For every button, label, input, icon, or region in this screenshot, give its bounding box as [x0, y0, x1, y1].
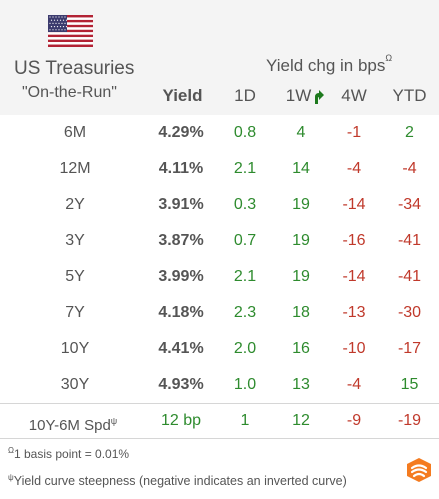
column-header-1w[interactable]: 1W	[281, 86, 329, 106]
change-4w-cell: -4	[346, 376, 362, 393]
spread-4w: -9	[346, 412, 362, 429]
table-row: 10Y 4.41% 2.0 16 -10 -17	[0, 331, 439, 367]
change-4w-cell: -4	[346, 160, 362, 177]
change-1d-cell: 1.0	[233, 376, 257, 393]
brand-logo-icon[interactable]	[406, 457, 432, 483]
omega-footnote-mark: Ω	[385, 53, 393, 64]
change-1w-cell: 16	[292, 340, 310, 357]
yield-change-title: Yield chg in bpsΩ	[266, 53, 393, 76]
change-ytd-cell: -41	[397, 268, 422, 285]
tenor-cell: 7Y	[65, 304, 85, 321]
change-ytd-cell: -17	[397, 340, 422, 357]
change-ytd-cell: -41	[397, 232, 422, 249]
tenor-cell: 5Y	[65, 268, 85, 285]
change-1d-cell: 2.1	[233, 268, 257, 285]
column-header-yield: Yield	[162, 86, 203, 105]
footnote-basis-point: Ω1 basis point = 0.01%	[8, 446, 129, 461]
yield-cell: 3.99%	[158, 268, 204, 285]
page-subtitle: "On-the-Run"	[22, 84, 117, 101]
table-row: 2Y 3.91% 0.3 19 -14 -34	[0, 187, 439, 223]
change-1d-cell: 0.8	[233, 124, 257, 141]
change-ytd-cell: -34	[397, 196, 422, 213]
yield-change-title-text: Yield chg in bps	[266, 56, 386, 75]
yield-cell: 4.41%	[158, 340, 204, 357]
psi-footnote-mark: ψ	[8, 473, 14, 482]
tenor-cell: 6M	[63, 124, 87, 141]
tenor-cell: 2Y	[65, 196, 85, 213]
yield-cell: 4.29%	[158, 124, 204, 141]
psi-footnote-mark: ψ	[110, 416, 118, 426]
change-4w-cell: -14	[342, 196, 366, 213]
footnote-curve-steepness-text: Yield curve steepness (negative indicate…	[13, 474, 347, 489]
yield-cell: 3.87%	[158, 232, 204, 249]
omega-footnote-mark: Ω	[8, 446, 14, 455]
footnote-basis-point-text: 1 basis point = 0.01%	[13, 447, 130, 461]
table-row: 6M 4.29% 0.8 4 -1 2	[0, 115, 439, 151]
spread-ytd: -19	[397, 412, 422, 429]
table-row: 12M 4.11% 2.1 14 -4 -4	[0, 151, 439, 187]
spread-1d: 1	[240, 412, 250, 429]
change-4w-cell: -14	[342, 268, 366, 285]
column-header-1d: 1D	[234, 86, 256, 105]
change-ytd-cell: -30	[397, 304, 422, 321]
change-1w-cell: 19	[292, 268, 310, 285]
spread-label-text: 10Y-6M Spd	[28, 417, 111, 434]
column-header-ytd: YTD	[392, 86, 427, 105]
change-ytd-cell: 15	[400, 376, 419, 393]
spread-1w: 12	[292, 412, 310, 429]
yield-cell: 4.11%	[158, 160, 204, 177]
change-1d-cell: 2.0	[233, 340, 257, 357]
table-row: 3Y 3.87% 0.7 19 -16 -41	[0, 223, 439, 259]
change-ytd-cell: -4	[402, 160, 417, 177]
tenor-cell: 30Y	[60, 376, 90, 393]
change-4w-cell: -10	[342, 340, 366, 357]
column-header-4w: 4W	[341, 86, 367, 105]
yield-cell: 4.18%	[158, 304, 204, 321]
yield-cell: 3.91%	[158, 196, 204, 213]
change-1d-cell: 0.3	[233, 196, 257, 213]
tenor-cell: 10Y	[60, 340, 90, 357]
yield-cell: 4.93%	[158, 376, 204, 393]
change-4w-cell: -1	[346, 124, 362, 141]
page-title: US Treasuries	[14, 58, 135, 79]
change-1d-cell: 0.7	[233, 232, 257, 249]
spread-label: 10Y-6M Spdψ	[8, 404, 138, 438]
spread-value: 12 bp	[160, 412, 202, 429]
change-4w-cell: -16	[342, 232, 366, 249]
table-row: 30Y 4.93% 1.0 13 -4 15	[0, 367, 439, 403]
change-1w-cell: 19	[292, 232, 310, 249]
tenor-cell: 12M	[59, 160, 91, 177]
table-row: 7Y 4.18% 2.3 18 -13 -30	[0, 295, 439, 331]
change-1w-cell: 4	[296, 124, 306, 141]
curved-arrow-up-icon[interactable]	[312, 89, 325, 104]
change-1w-cell: 14	[292, 160, 310, 177]
change-1w-cell: 13	[292, 376, 310, 393]
change-1w-cell: 19	[292, 196, 310, 213]
column-header-1w-label: 1W	[285, 86, 312, 105]
change-1d-cell: 2.1	[233, 160, 257, 177]
tenor-cell: 3Y	[65, 232, 85, 249]
table-header: US Treasuries "On-the-Run" Yield chg in …	[0, 0, 439, 115]
change-1d-cell: 2.3	[233, 304, 257, 321]
spread-row: 10Y-6M Spdψ 12 bp 1 12 -9 -19	[0, 403, 439, 439]
table-row: 5Y 3.99% 2.1 19 -14 -41	[0, 259, 439, 295]
us-flag-icon	[48, 15, 93, 47]
treasury-rows: 6M 4.29% 0.8 4 -1 2 12M 4.11% 2.1 14 -4 -4 2Y 3.91% 0.…	[0, 115, 439, 403]
change-ytd-cell: 2	[405, 124, 414, 141]
footnote-curve-steepness: ψYield curve steepness (negative indicat…	[8, 473, 347, 488]
change-1w-cell: 18	[292, 304, 310, 321]
change-4w-cell: -13	[342, 304, 366, 321]
